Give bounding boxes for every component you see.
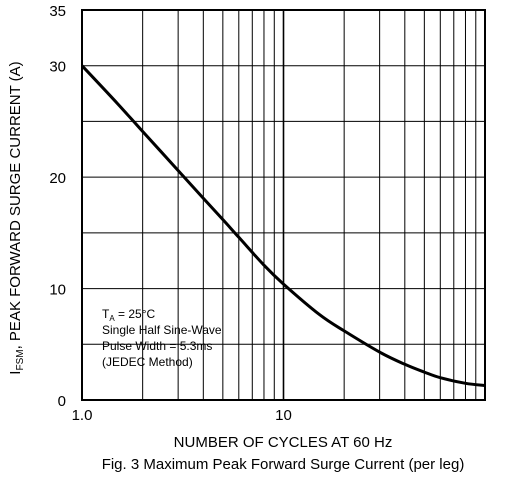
y-tick-label: 30 [49, 59, 66, 76]
y-axis-label: IFSM, PEAK FORWARD SURGE CURRENT (A) [7, 61, 26, 374]
y-tick-label: 10 [49, 282, 66, 299]
y-tick-label: 20 [49, 170, 66, 187]
grid [82, 10, 485, 400]
x-tick-label: 1.0 [72, 407, 93, 424]
y-tick-labels: 0 10 20 30 35 [49, 3, 66, 410]
series-line [80, 64, 486, 387]
figure-caption: Fig. 3 Maximum Peak Forward Surge Curren… [102, 456, 465, 473]
annotation-line-1: TA = 25°C [102, 307, 156, 323]
x-axis-label: NUMBER OF CYCLES AT 60 Hz [174, 434, 393, 451]
y-tick-label: 0 [58, 393, 66, 410]
y-tick-label: 35 [49, 3, 66, 20]
x-tick-label: 10 [275, 407, 292, 424]
conditions-annotation: TA = 25°C Single Half Sine-Wave Pulse Wi… [102, 307, 222, 369]
plot-frame [81, 9, 486, 401]
annotation-line-2: Single Half Sine-Wave [102, 323, 222, 337]
annotation-line-3: Pulse Width = 5.3ms [102, 339, 212, 353]
annotation-line-4: (JEDEC Method) [102, 355, 193, 369]
x-tick-labels: 1.0 10 [72, 407, 292, 424]
